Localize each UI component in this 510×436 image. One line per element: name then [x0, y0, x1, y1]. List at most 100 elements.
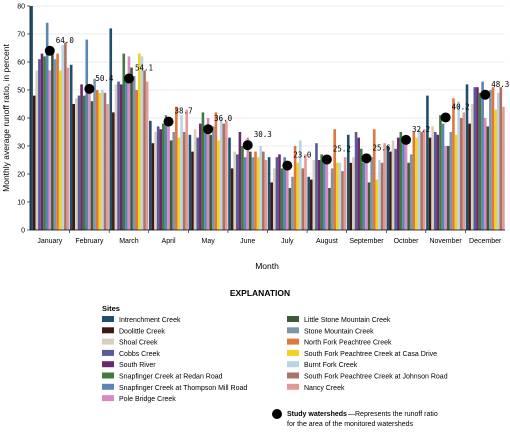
bar [43, 56, 46, 231]
bar [496, 92, 500, 230]
legend-swatch [102, 338, 114, 345]
legend-swatch [102, 349, 114, 356]
bar [330, 168, 334, 230]
bar [77, 95, 81, 230]
bar [367, 182, 371, 230]
bar [462, 112, 466, 230]
study-marker [203, 124, 214, 135]
bar [64, 42, 67, 231]
x-tick-label: September [349, 238, 384, 245]
legend-swatch [287, 327, 299, 334]
bar-group [188, 112, 228, 230]
study-marker [163, 116, 174, 127]
legend-label: Pole Bridge Creek [119, 396, 176, 403]
bar [222, 123, 226, 230]
study-marker [242, 140, 253, 151]
legend-label: Cobbs Creek [119, 351, 160, 358]
bar [346, 134, 350, 230]
bar [114, 84, 118, 231]
bar [249, 151, 252, 230]
bar [72, 104, 76, 230]
legend-study-entry: Study watersheds —Represents the runoff … [272, 409, 438, 428]
legend-entry: Snapfinger Creek at Redan Road [102, 372, 223, 381]
bar [433, 132, 437, 230]
bar [130, 67, 133, 230]
bar [154, 132, 157, 230]
bar [320, 154, 323, 230]
grid-lines [30, 5, 505, 203]
bar [69, 64, 73, 230]
bar [175, 106, 178, 230]
bar [409, 154, 413, 230]
bar [95, 90, 99, 230]
legend-label: South Fork Peachtree Creek at Johnson Ro… [304, 374, 448, 381]
study-marker [361, 153, 372, 164]
bar-groups [30, 6, 505, 231]
bar [151, 143, 155, 230]
bar [219, 118, 223, 230]
bar-group [109, 28, 149, 231]
legend-entry: South Fork Peachtree Creek at Casa Drive [287, 349, 437, 358]
bar [399, 132, 403, 230]
bar-group [426, 95, 466, 231]
bar [446, 146, 450, 230]
legend-label: Snapfinger Creek at Thompson Mill Road [119, 385, 247, 392]
bar [278, 154, 281, 230]
bar [149, 120, 152, 230]
bar-group [30, 6, 70, 231]
bar [362, 162, 366, 230]
study-marker [480, 89, 491, 100]
bar [357, 137, 360, 230]
study-value-label: 64.0 [56, 36, 75, 45]
bar [90, 101, 94, 230]
bar [32, 95, 36, 230]
bar [172, 132, 176, 230]
bar [140, 56, 144, 231]
bar [66, 67, 70, 230]
bar [444, 146, 447, 230]
legend-study-marker [272, 409, 282, 419]
legend-label: Snapfinger Creek at Redan Road [119, 374, 223, 381]
bar [391, 140, 395, 230]
y-tick-label: 50 [17, 88, 25, 95]
bar [156, 126, 160, 230]
y-ticks: 0 10 20 30 40 50 60 70 80 [17, 4, 30, 235]
legend-swatch [102, 327, 114, 334]
x-tick-label: August [316, 238, 338, 245]
legend-study-desc-1: —Represents the runoff ratio [348, 411, 438, 418]
legend-study-label: Study watersheds [287, 411, 347, 418]
bar [404, 137, 408, 230]
legend-label: Burnt Fork Creek [304, 362, 358, 369]
bar [169, 140, 173, 230]
bar [386, 146, 390, 230]
y-axis-label: Monthly average runoff ratio, in percent [1, 43, 11, 191]
bar [188, 134, 192, 230]
bar [225, 120, 228, 230]
legend-entry: South River [102, 361, 156, 369]
bar [422, 129, 426, 230]
bar [193, 129, 197, 230]
bar [267, 157, 271, 230]
bar-group [69, 39, 109, 231]
bar [93, 78, 96, 230]
bar [365, 162, 368, 230]
x-ticks: January February March April May June July Augu… [37, 230, 502, 245]
bar [125, 81, 128, 230]
bar [214, 112, 218, 230]
bar [307, 176, 310, 230]
study-value-label: 25.2 [333, 144, 351, 153]
bar [88, 92, 91, 230]
bar [159, 129, 163, 230]
legend-swatch [287, 338, 299, 345]
bar [304, 154, 307, 230]
bar [201, 112, 205, 230]
bar [199, 123, 202, 230]
bar [254, 151, 257, 230]
bar [85, 39, 89, 230]
bar [325, 162, 329, 230]
bar [436, 134, 440, 230]
bar [280, 168, 284, 230]
bar [45, 22, 49, 230]
bar [30, 6, 33, 230]
bar [209, 134, 213, 230]
